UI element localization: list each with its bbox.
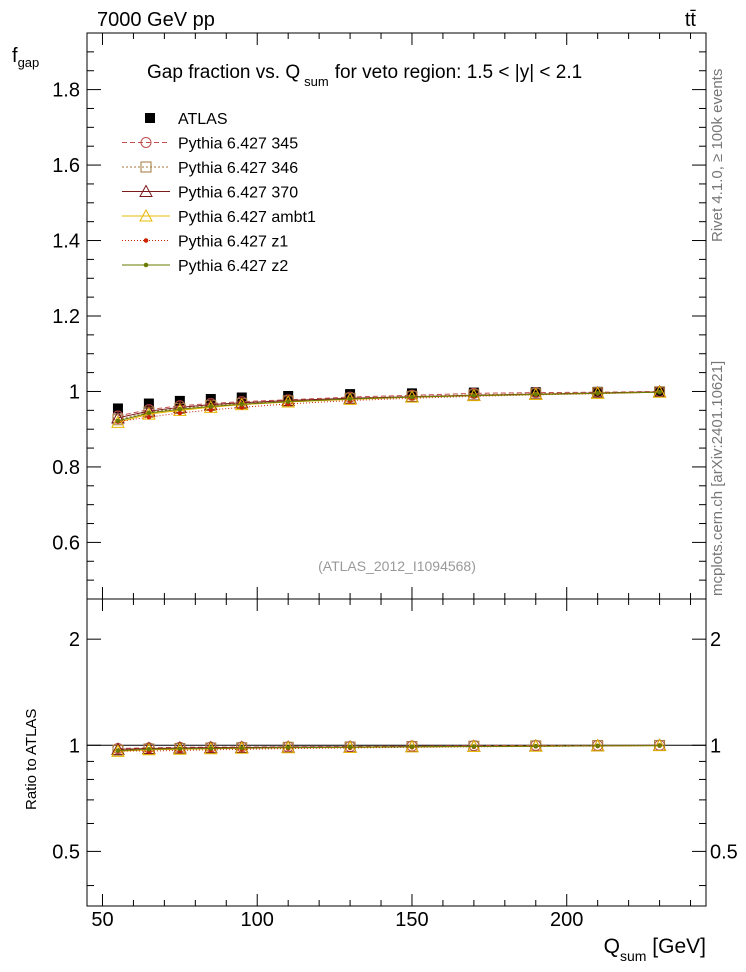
series-point-z2 bbox=[285, 399, 291, 404]
series-point-z2 bbox=[177, 406, 183, 412]
ratio-point-z2 bbox=[657, 743, 662, 748]
title-rest: for veto region: 1.5 < |y| < 2.1 bbox=[335, 62, 583, 83]
legend-label-z2: Pythia 6.427 z2 bbox=[178, 258, 288, 275]
y-tick-label: 1 bbox=[69, 381, 80, 403]
atlas-data-point bbox=[112, 403, 123, 414]
series-point-z1 bbox=[177, 410, 183, 416]
ratio-point-z2 bbox=[471, 744, 477, 749]
legend-label-z1: Pythia 6.427 z1 bbox=[178, 234, 288, 251]
axis-ticks bbox=[87, 33, 706, 906]
ratio-point-p370 bbox=[111, 742, 125, 755]
y-axis-label-main: f bbox=[12, 45, 18, 67]
x-tick-label: 100 bbox=[241, 909, 274, 931]
ratio-y-tick-label: 1 bbox=[710, 735, 721, 757]
series-point-z2 bbox=[208, 404, 214, 409]
legend-label-p345: Pythia 6.427 345 bbox=[178, 136, 298, 153]
atlas-data-point bbox=[406, 388, 417, 399]
legend-label-atlas: ATLAS bbox=[178, 111, 228, 128]
series-point-z2 bbox=[347, 396, 353, 402]
y-tick-label: 1.6 bbox=[52, 155, 80, 177]
ratio-point-z2 bbox=[409, 744, 415, 750]
y-axis-label: fgap bbox=[12, 45, 39, 70]
ratio-frame bbox=[86, 598, 707, 907]
ratio-point-z2 bbox=[595, 743, 600, 749]
ratio-point-z2 bbox=[177, 746, 183, 752]
series-point-z2 bbox=[115, 418, 121, 424]
series-line-z2 bbox=[117, 391, 660, 422]
atlas-data-point bbox=[468, 387, 479, 398]
atlas-data-point bbox=[143, 398, 154, 409]
legend-marker-p370 bbox=[139, 184, 153, 197]
ratio-point-z2 bbox=[533, 743, 539, 749]
energy-label: 7000 GeV pp bbox=[97, 9, 215, 31]
x-axis-label-main: Q bbox=[604, 935, 620, 958]
ratio-point-z2 bbox=[239, 745, 245, 751]
ratio-point-z2 bbox=[208, 746, 214, 751]
main-panel-series bbox=[111, 384, 667, 428]
title-main: Gap fraction vs. Q bbox=[147, 62, 300, 83]
y-tick-label: 0.6 bbox=[52, 532, 80, 554]
tick-labels: 50 100 150 200 0.6 0.8 1 1.2 1.4 1.6 1.8 0.5 0.5 1 1 2 2 bbox=[52, 80, 738, 931]
legend-label-ambt1: Pythia 6.427 ambt1 bbox=[178, 209, 316, 226]
x-axis-label: Qsum [GeV] bbox=[604, 935, 706, 964]
ratio-point-z2 bbox=[285, 745, 291, 750]
mcplots-label: mcplots.cern.ch [arXiv:2401.10621] bbox=[709, 361, 726, 596]
y-tick-label: 0.8 bbox=[52, 457, 80, 479]
legend-marker-z1 bbox=[143, 238, 149, 243]
legend-label-p346: Pythia 6.427 346 bbox=[178, 160, 298, 177]
ratio-y-tick-label: 2 bbox=[710, 629, 721, 651]
series-point-z2 bbox=[657, 389, 662, 395]
ratio-point-ambt1 bbox=[652, 738, 667, 752]
series-line-p345 bbox=[117, 390, 660, 417]
plot-title: Gap fraction vs. Q sum for veto region: 1.… bbox=[147, 62, 582, 89]
series-point-z2 bbox=[146, 410, 152, 416]
ratio-point-p370 bbox=[142, 741, 156, 754]
legend: ATLAS Pythia 6.427 345 Pythia 6.427 346 Pyt… bbox=[122, 111, 316, 275]
ratio-y-tick-label: 0.5 bbox=[710, 841, 738, 863]
series-point-z2 bbox=[409, 394, 415, 400]
series-point-z1 bbox=[146, 414, 152, 420]
ratio-y-tick-label: 1 bbox=[69, 735, 80, 757]
legend-marker-z2 bbox=[143, 262, 149, 268]
series-point-ambt1 bbox=[652, 385, 667, 398]
legend-marker-atlas bbox=[145, 113, 155, 123]
process-label: tt̄ bbox=[685, 9, 697, 31]
x-axis-label-sub: sum bbox=[620, 948, 646, 964]
series-point-ambt1 bbox=[111, 415, 125, 428]
rivet-label: Rivet 4.1.0, ≥ 100k events bbox=[709, 69, 726, 242]
ratio-point-p370 bbox=[203, 740, 218, 754]
x-axis-label-unit: [GeV] bbox=[646, 935, 706, 958]
ratio-line-z2 bbox=[117, 745, 660, 752]
ratio-y-tick-label: 0.5 bbox=[52, 841, 80, 863]
x-tick-label: 50 bbox=[91, 909, 113, 931]
x-tick-label: 200 bbox=[550, 909, 583, 931]
x-tick-label: 150 bbox=[395, 909, 428, 931]
y-tick-label: 1.2 bbox=[52, 306, 80, 328]
ratio-line-z1 bbox=[117, 745, 660, 752]
ratio-point-z2 bbox=[146, 746, 152, 752]
title-sub: sum bbox=[304, 74, 329, 89]
series-point-z2 bbox=[533, 392, 539, 397]
legend-marker-p345 bbox=[140, 137, 152, 148]
series-point-z2 bbox=[471, 393, 477, 398]
series-point-p370 bbox=[343, 391, 357, 404]
analysis-id: (ATLAS_2012_I1094568) bbox=[318, 558, 476, 574]
legend-marker-ambt1 bbox=[139, 208, 153, 222]
ratio-point-p370 bbox=[173, 740, 187, 754]
ratio-y-tick-label: 2 bbox=[69, 629, 80, 651]
y-tick-label: 1.4 bbox=[52, 231, 80, 253]
y-tick-label: 1.8 bbox=[52, 80, 80, 102]
ratio-y-label: Ratio to ATLAS bbox=[23, 709, 40, 810]
series-point-z2 bbox=[239, 401, 245, 407]
ratio-point-z2 bbox=[347, 744, 353, 750]
legend-marker-p346 bbox=[140, 161, 152, 173]
ratio-point-z2 bbox=[115, 748, 121, 753]
ratio-panel-series bbox=[87, 738, 706, 757]
y-axis-label-sub: gap bbox=[18, 55, 40, 70]
series-point-z2 bbox=[595, 391, 600, 396]
legend-label-p370: Pythia 6.427 370 bbox=[178, 185, 298, 202]
